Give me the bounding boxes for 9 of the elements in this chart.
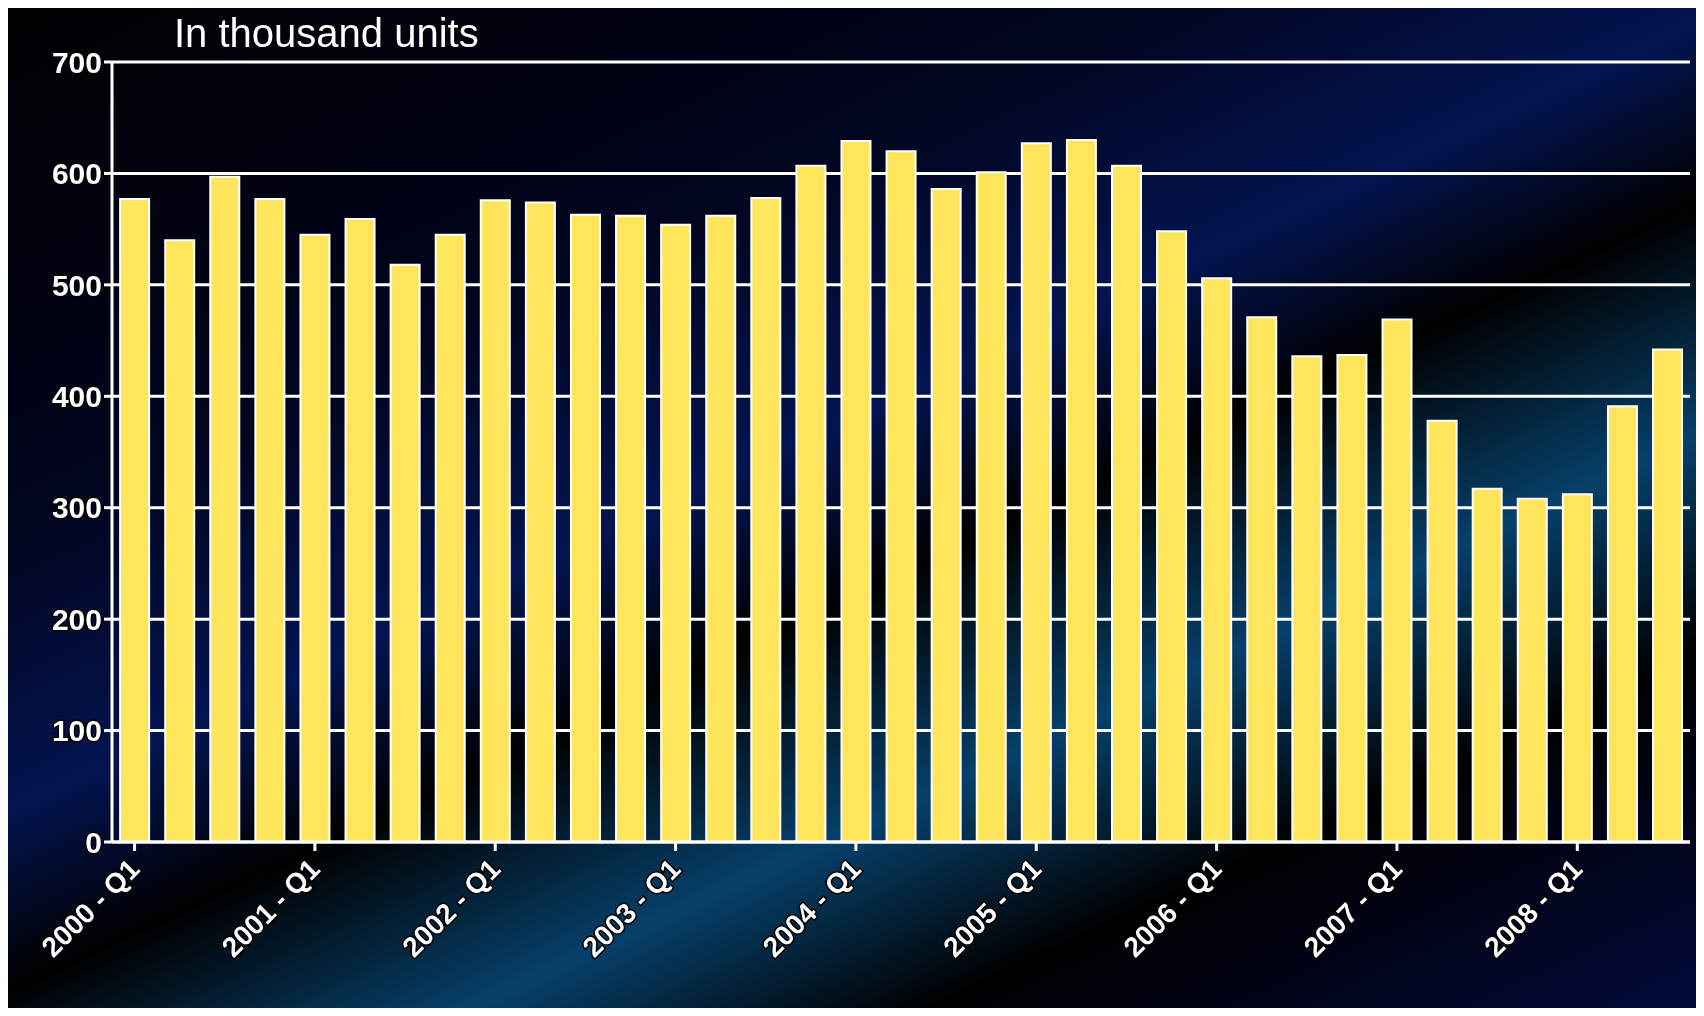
y-tick-label: 200 (51, 602, 102, 636)
y-tick-label: 500 (51, 268, 102, 302)
y-tick-label: 100 (51, 714, 102, 748)
y-tick-label: 0 (85, 825, 102, 859)
y-axis-title: In thousand units (174, 10, 479, 56)
y-tick-label: 300 (51, 491, 102, 525)
y-tick-label: 600 (51, 157, 102, 191)
y-tick-label: 700 (51, 45, 102, 79)
y-tick-label: 400 (51, 379, 102, 413)
